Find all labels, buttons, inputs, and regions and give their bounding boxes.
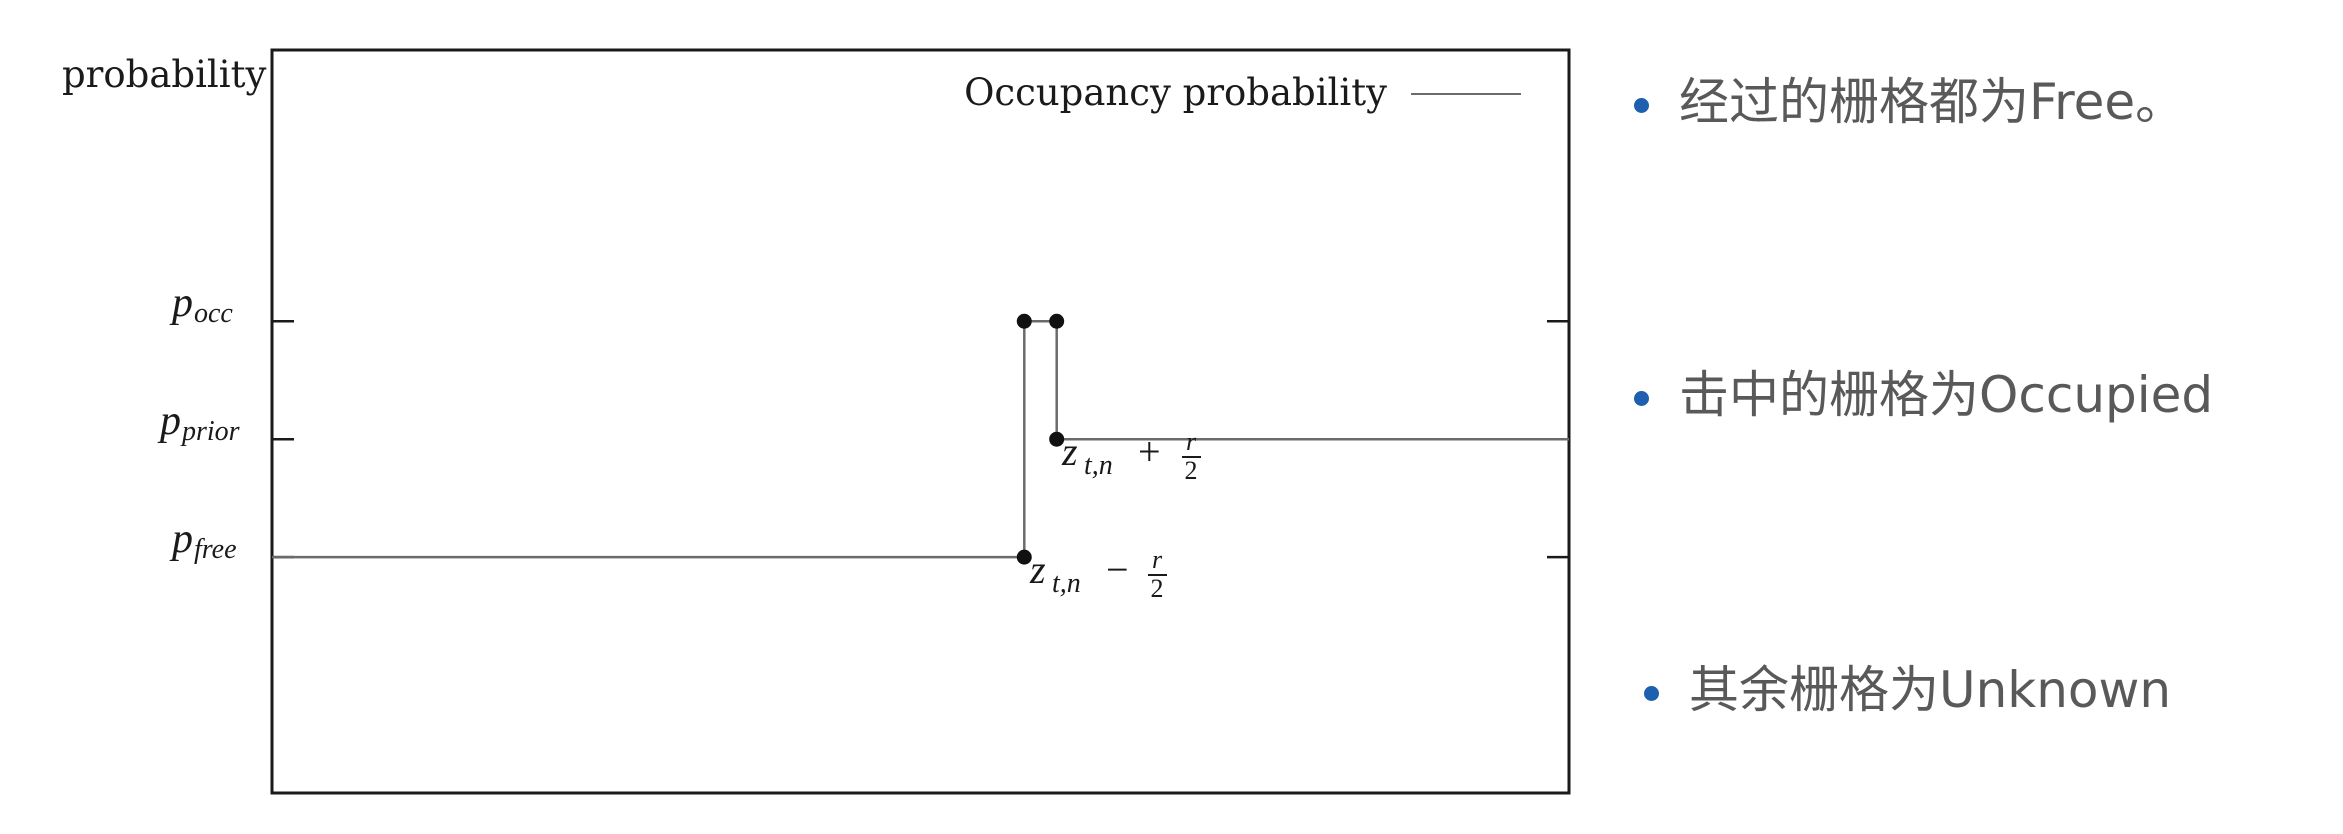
- series-marker-2: [1017, 314, 1032, 329]
- y-tick-symbol: p: [169, 280, 193, 326]
- bullet-dot: [1634, 98, 1649, 113]
- series-marker-3: [1049, 314, 1064, 329]
- y-tick-symbol: p: [169, 516, 193, 562]
- occupancy-probability-line: [272, 321, 1569, 557]
- bullet-item-free: 经过的栅格都为Free。: [1634, 62, 2185, 134]
- annotation-fraction-denominator: 2: [1185, 456, 1198, 485]
- annotation-subscript: t,n: [1052, 568, 1081, 599]
- bullet-list: 经过的栅格都为Free。 击中的栅格为Occupied 其余栅格为Unknown: [1620, 0, 2320, 834]
- y-tick-label-p-free: p free: [169, 516, 237, 565]
- plot-frame: [272, 50, 1569, 793]
- bullet-item-unknown: 其余栅格为Unknown: [1644, 650, 2171, 722]
- annotation-fraction-denominator: 2: [1151, 574, 1164, 603]
- bullet-text: 其余栅格为Unknown: [1689, 650, 2171, 722]
- y-tick-label-p-occ: p occ: [169, 280, 233, 329]
- annotation-z-minus-half-r: z t,n − r 2: [1029, 545, 1167, 603]
- bullet-dot: [1634, 391, 1649, 406]
- y-tick-subscript: occ: [194, 298, 233, 329]
- annotation-base: z: [1029, 547, 1046, 592]
- y-ticks-left: [272, 321, 294, 557]
- annotation-z-plus-half-r: z t,n + r 2: [1061, 427, 1201, 485]
- legend-label: Occupancy probability: [964, 71, 1387, 114]
- y-tick-subscript: prior: [180, 416, 240, 447]
- bullet-text: 击中的栅格为Occupied: [1679, 355, 2213, 427]
- bullet-dot: [1644, 686, 1659, 701]
- annotation-subscript: t,n: [1084, 450, 1113, 481]
- bullet-item-occupied: 击中的栅格为Occupied: [1634, 355, 2213, 427]
- bullet-text: 经过的栅格都为Free。: [1679, 62, 2185, 134]
- occupancy-chart: probability Occupancy probability p occ …: [0, 0, 1600, 834]
- annotation-operator: +: [1138, 429, 1161, 474]
- annotation-base: z: [1061, 429, 1078, 474]
- y-tick-label-p-prior: p prior: [157, 398, 240, 447]
- annotation-fraction-numerator: r: [1152, 545, 1163, 574]
- y-tick-subscript: free: [194, 534, 237, 565]
- annotation-operator: −: [1106, 547, 1129, 592]
- annotation-fraction-numerator: r: [1186, 427, 1197, 456]
- y-axis-label: probability: [62, 53, 266, 96]
- y-tick-symbol: p: [157, 398, 181, 444]
